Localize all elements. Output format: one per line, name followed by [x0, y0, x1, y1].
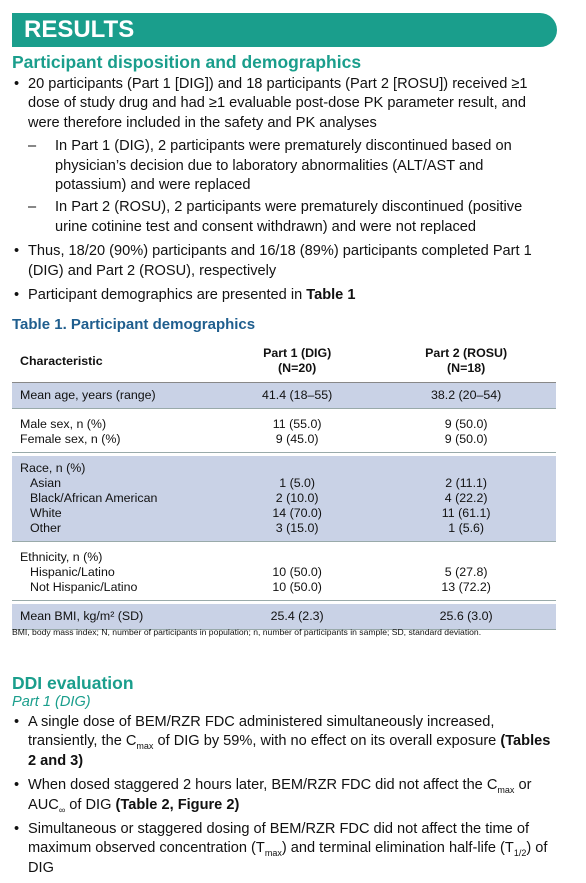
row-label: Mean BMI, kg/m² (SD) — [12, 604, 218, 630]
section-heading: DDI evaluation — [12, 673, 134, 693]
bullet-text: 20 participants (Part 1 [DIG]) and 18 pa… — [28, 76, 528, 131]
bullet: Participant demographics are presented i… — [12, 286, 557, 306]
cell-value: 11 (55.0) — [272, 417, 322, 431]
cell-value: 10 (50.0) — [272, 565, 322, 579]
spacer-cell — [12, 408, 556, 412]
bold-text: (Table 2, Figure 2) — [115, 796, 240, 813]
table-footnote: BMI, body mass index; N, number of parti… — [12, 627, 482, 637]
spacer — [12, 452, 556, 456]
cell-value: 25.4 (2.3) — [218, 604, 377, 630]
bullet: Thus, 18/20 (90%) participants and 16/18… — [12, 242, 557, 281]
section-heading: Participant disposition and demographics — [12, 52, 362, 72]
cell-value: 41.4 (18–55) — [218, 382, 377, 409]
subscript: max — [497, 785, 515, 796]
bullet: Simultaneous or staggered dosing of BEM/… — [12, 820, 557, 878]
cell-value: 1 (5.6) — [376, 521, 556, 542]
subscript: max — [264, 848, 282, 859]
spacer — [12, 408, 556, 412]
column-header: Part 2 (ROSU) (N=18) — [376, 340, 556, 383]
bullet: A single dose of BEM/RZR FDC administere… — [12, 713, 557, 771]
table-row: Hispanic/Latino 10 (50.0) 5 (27.8) — [12, 565, 556, 580]
spacer-cell — [12, 600, 556, 604]
cell-value: 13 (72.2) — [376, 580, 556, 601]
row-label: Black/African American — [12, 491, 218, 506]
row-label: Mean age, years (range) — [12, 382, 218, 409]
bold-text: Table 1 — [306, 287, 356, 304]
column-header: Characteristic — [12, 340, 218, 383]
text: of DIG — [65, 796, 116, 813]
bullet-list: A single dose of BEM/RZR FDC administere… — [12, 713, 557, 883]
subscript: 1/2 — [513, 848, 527, 859]
column-name: Characteristic — [20, 353, 103, 368]
row-label: Other — [12, 521, 218, 542]
row-label: Hispanic/Latino — [30, 565, 115, 579]
row-label: White — [12, 506, 218, 521]
table-row: White 14 (70.0) 11 (61.1) — [12, 506, 556, 521]
column-name: Part 1 (DIG) — [263, 346, 332, 360]
column-name: Part 2 (ROSU) — [425, 346, 508, 360]
column-n: (N=18) — [447, 361, 486, 375]
bullet-list: 20 participants (Part 1 [DIG]) and 18 pa… — [12, 75, 557, 310]
cell-value: 4 (22.2) — [376, 491, 556, 506]
spacer — [12, 541, 556, 545]
cell-value: 1 (5.0) — [218, 476, 377, 491]
table-row: Mean BMI, kg/m² (SD) 25.4 (2.3) 25.6 (3.0) — [12, 604, 556, 630]
cell-value: 9 (50.0) — [376, 432, 556, 453]
cell-value: 5 (27.8) — [444, 565, 488, 579]
spacer-cell — [12, 452, 556, 456]
cell-value: 11 (61.1) — [376, 506, 556, 521]
row-label: Asian — [12, 476, 218, 491]
cell-value: 25.6 (3.0) — [376, 604, 556, 630]
table-row: Male sex, n (%) 11 (55.0) 9 (50.0) — [12, 412, 556, 432]
cell-value: 38.2 (20–54) — [376, 382, 556, 409]
cell-value: 2 (11.1) — [376, 476, 556, 491]
table-row: Other 3 (15.0) 1 (5.6) — [12, 521, 556, 542]
sub-list: In Part 1 (DIG), 2 participants were pre… — [28, 137, 557, 237]
text: Simultaneous or staggered dosing of BEM/… — [28, 821, 530, 857]
column-n: (N=20) — [278, 361, 317, 375]
sub-bullet: In Part 2 (ROSU), 2 participants were pr… — [28, 198, 557, 237]
cell-value: 9 (45.0) — [218, 432, 377, 453]
text: ) of DIG — [28, 840, 548, 876]
cell-value: 14 (70.0) — [218, 506, 377, 521]
row-label: Not Hispanic/Latino — [12, 580, 218, 601]
header-row: Characteristic Part 1 (DIG) (N=20) Part 2 (… — [12, 340, 556, 383]
table-row: Race, n (%) — [12, 456, 556, 476]
row-label: Male sex, n (%) — [20, 417, 107, 431]
bullet: When dosed staggered 2 hours later, BEM/… — [12, 776, 557, 815]
cell-value: 2 (10.0) — [218, 491, 377, 506]
cell-value: 10 (50.0) — [218, 580, 377, 601]
table-row: Ethnicity, n (%) — [12, 545, 556, 565]
table-title: Table 1. Participant demographics — [12, 316, 256, 333]
bold-text: (Tables 2 and 3) — [28, 733, 551, 769]
table-row: Female sex, n (%) 9 (45.0) 9 (50.0) — [12, 432, 556, 453]
table-row: Mean age, years (range) 41.4 (18–55) 38.2 … — [12, 382, 556, 409]
sub-bullet: In Part 1 (DIG), 2 participants were pre… — [28, 137, 557, 195]
text: ) and terminal elimination half-life (T — [281, 840, 514, 857]
demographics-table: Characteristic Part 1 (DIG) (N=20) Part 2 (… — [12, 340, 556, 630]
text: A single dose of BEM/RZR FDC administere… — [28, 714, 495, 750]
group-heading: Race, n (%) — [12, 456, 556, 476]
table-row: Asian 1 (5.0) 2 (11.1) — [12, 476, 556, 491]
subscript: ∞ — [58, 804, 66, 815]
bullet: 20 participants (Part 1 [DIG]) and 18 pa… — [12, 75, 557, 237]
column-header: Part 1 (DIG) (N=20) — [218, 340, 377, 383]
text: Participant demographics are presented i… — [28, 287, 307, 304]
group-heading: Ethnicity, n (%) — [20, 550, 103, 564]
results-banner: RESULTS — [12, 13, 557, 47]
text: or AUC — [28, 777, 532, 813]
cell-value: 3 (15.0) — [218, 521, 377, 542]
subheading: Part 1 (DIG) — [12, 694, 91, 710]
cell-value: 9 (50.0) — [444, 417, 488, 431]
table-row: Not Hispanic/Latino 10 (50.0) 13 (72.2) — [12, 580, 556, 601]
text: When dosed staggered 2 hours later, BEM/… — [28, 777, 498, 794]
row-label: Female sex, n (%) — [12, 432, 218, 453]
spacer-cell — [12, 541, 556, 545]
table-row: Black/African American 2 (10.0) 4 (22.2) — [12, 491, 556, 506]
spacer — [12, 600, 556, 604]
subscript: max — [136, 741, 154, 752]
text: of DIG by 59%, with no effect on its ove… — [153, 733, 501, 750]
